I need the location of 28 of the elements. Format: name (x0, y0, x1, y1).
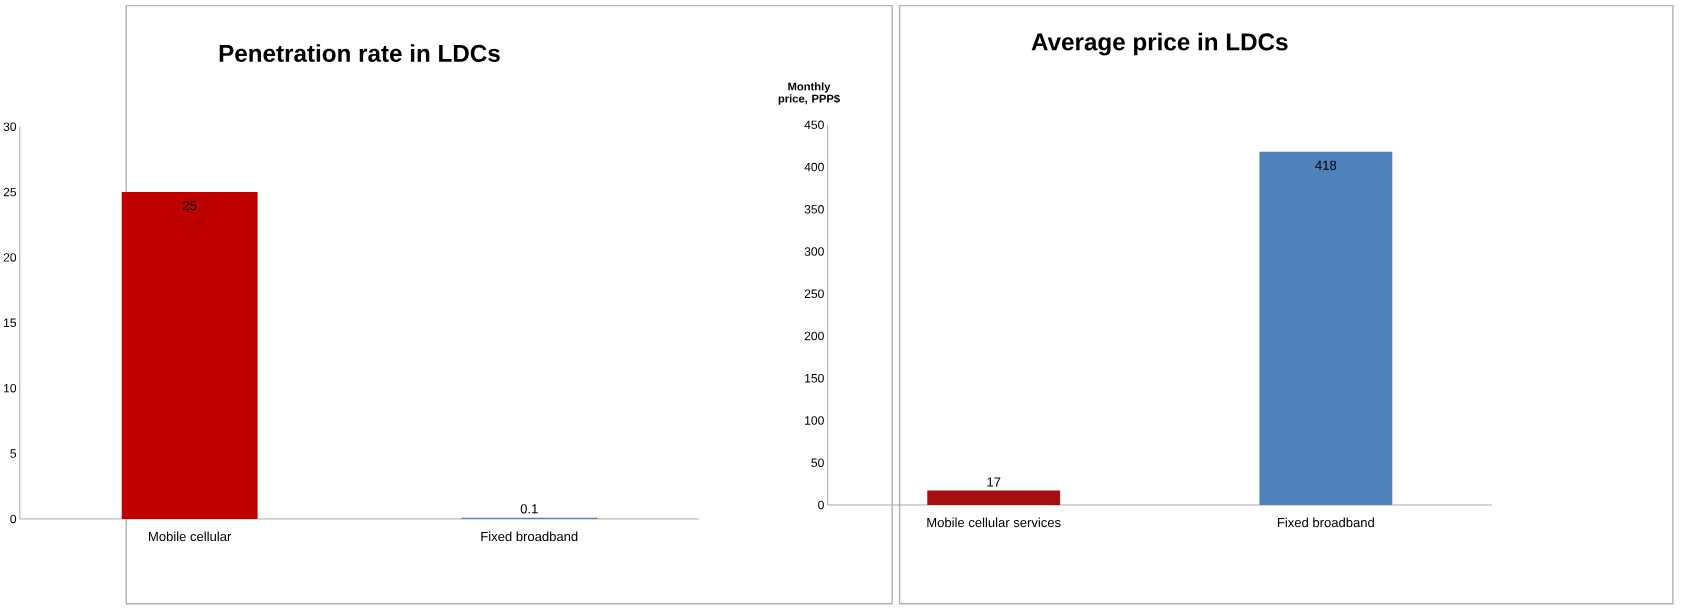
y-tick-label: 25 (3, 187, 17, 197)
data-label: 0.1 (520, 504, 538, 514)
y-tick-label: 30 (3, 122, 17, 131)
y-tick-label: 150 (805, 373, 824, 383)
y-tick-label: 0 (818, 500, 824, 510)
data-label: 17 (987, 477, 1001, 487)
y-tick-label: 450 (804, 120, 824, 129)
x-tick-label: Mobile cellular (149, 531, 232, 541)
y-tick-label: 50 (811, 458, 824, 467)
y-tick-label: 250 (804, 289, 824, 298)
y-tick-label: 5 (10, 449, 17, 458)
y-tick-label: 350 (804, 204, 824, 214)
y-tick-label: 20 (3, 253, 17, 262)
y-tick-label: 400 (804, 162, 824, 172)
x-tick-label: Mobile cellular services (927, 517, 1061, 527)
y-tick-label: 10 (4, 383, 17, 393)
y-tick-label: 100 (805, 416, 824, 425)
data-label: 25 (183, 200, 197, 211)
data-label: 418 (1315, 160, 1337, 170)
y-tick-label: 15 (4, 318, 17, 327)
x-tick-label: Fixed broadband (481, 531, 578, 541)
y-axis-title: Monthly price, PPP$ (778, 82, 840, 105)
y-tick-label: 300 (804, 247, 824, 256)
y-tick-label: 200 (804, 331, 824, 341)
y-tick-label: 0 (10, 514, 17, 524)
x-tick-label: Fixed broadband (1277, 517, 1374, 527)
chart-title: Average price in LDCs (1031, 32, 1288, 56)
chart-title: Penetration rate in LDCs (219, 44, 500, 62)
